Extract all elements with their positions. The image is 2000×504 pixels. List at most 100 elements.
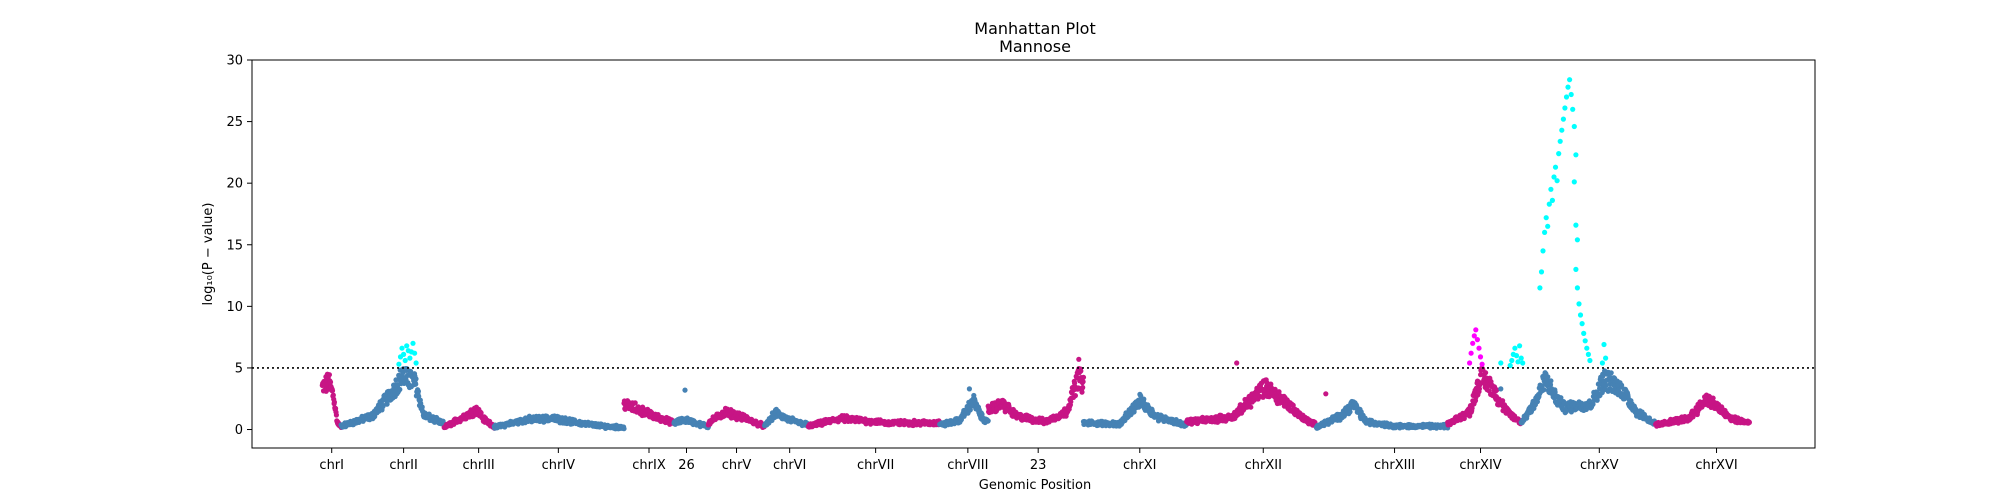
snp-point-seg1-194 [413, 376, 419, 382]
snp-point-seg14-127 [1494, 387, 1500, 393]
peak-point-0-3 [401, 351, 407, 357]
peak-point-4-14 [1559, 127, 1565, 133]
peak-point-2-2 [1470, 340, 1476, 346]
peak-point-0-11 [413, 360, 419, 366]
y-axis-label: log₁₀(P − value) [201, 203, 216, 306]
snp-point-seg15-197 [1594, 397, 1600, 403]
peak-point-3-5 [1515, 359, 1521, 365]
peak-point-3-4 [1513, 353, 1520, 359]
x-tick-label-chrIV: chrIV [542, 458, 576, 473]
snp-point-seg0-21 [327, 379, 334, 385]
y-tick-label-5: 5 [235, 361, 243, 376]
peak-point-4-7 [1548, 186, 1554, 192]
x-tick-label-chrVIII: chrVIII [947, 458, 988, 473]
y-tick-label-30: 30 [226, 54, 243, 69]
snp-point-seg0-18 [326, 372, 332, 378]
x-tick-label-chrXVI: chrXVI [1695, 458, 1737, 473]
x-tick-label-chrXIII: chrXIII [1374, 458, 1415, 473]
peak-point-1-1 [1234, 360, 1240, 366]
y-tick-label-0: 0 [235, 423, 243, 438]
snp-point-seg16-149 [1710, 395, 1716, 401]
peak-point-4-18 [1565, 84, 1571, 90]
x-axis-label: Genomic Position [979, 478, 1091, 493]
peak-point-4-1 [1538, 269, 1545, 275]
peak-point-4-11 [1554, 178, 1560, 184]
snp-point-seg10-240 [1078, 368, 1084, 374]
peak-point-0-5 [404, 343, 410, 349]
plot-area-frame [251, 59, 1816, 449]
snp-point-seg9-79 [967, 407, 973, 413]
peak-point-4-8 [1549, 197, 1555, 203]
peak-point-2-8 [1479, 361, 1485, 367]
peak-point-4-27 [1573, 266, 1579, 272]
peak-point-4-10 [1552, 164, 1559, 170]
snp-point-seg0-28 [330, 392, 336, 398]
y-tick-label-15: 15 [226, 238, 243, 253]
snp-point-seg11-156 [1141, 396, 1147, 402]
snp-point-seg0-26 [329, 388, 336, 394]
snp-point-seg1-119 [384, 401, 390, 407]
snp-point-seg15-76 [1547, 382, 1554, 388]
snp-point-seg10-247 [1080, 374, 1087, 380]
peak-point-4-13 [1557, 138, 1563, 144]
peak-point-4-15 [1560, 116, 1566, 122]
snp-point-seg1-152 [397, 386, 403, 393]
peak-point-0-10 [412, 350, 418, 356]
outlier-point-3 [1498, 386, 1504, 392]
peak-point-5-0 [1599, 360, 1605, 366]
peak-point-4-2 [1540, 248, 1546, 254]
x-tick-label-chrVI: chrVI [773, 458, 806, 473]
peak-point-0-0 [396, 361, 402, 367]
peak-point-4-3 [1542, 229, 1548, 235]
peak-point-2-4 [1473, 327, 1479, 333]
snp-point-seg0-31 [331, 399, 337, 405]
snp-point-seg4-29 [632, 400, 638, 406]
peak-point-2-7 [1477, 354, 1484, 360]
y-axis: 0 5 10 15 20 25 30 [226, 54, 252, 438]
peak-point-4-24 [1571, 179, 1577, 185]
snp-point-seg15-88 [1552, 389, 1558, 395]
peak-point-4-30 [1577, 312, 1584, 318]
peak-point-3-9 [1498, 360, 1504, 366]
peak-point-2-0 [1467, 360, 1473, 366]
peak-point-4-32 [1581, 330, 1587, 336]
snp-point-seg11-148 [1138, 393, 1144, 399]
x-tick-label-26: 26 [678, 458, 695, 473]
peak-point-4-23 [1573, 152, 1579, 158]
snp-point-seg1-180 [408, 368, 414, 374]
snp-point-seg14-98 [1483, 370, 1489, 376]
peak-point-4-34 [1584, 345, 1590, 351]
peak-point-0-4 [402, 357, 408, 364]
x-tick-label-chrXIV: chrXIV [1459, 458, 1501, 473]
peak-point-3-6 [1517, 343, 1523, 349]
snp-point-seg16-243 [1746, 419, 1752, 425]
outlier-point-0 [682, 387, 688, 393]
peak-point-5-2 [1603, 355, 1609, 361]
snp-point-seg14-57 [1467, 413, 1473, 419]
peak-point-3-3 [1512, 345, 1518, 351]
peak-point-4-5 [1545, 223, 1551, 229]
chart-subtitle: Mannose [999, 37, 1071, 56]
snp-point-seg15-77 [1548, 378, 1554, 384]
snp-point-seg1-210 [419, 404, 425, 410]
y-tick-label-25: 25 [226, 115, 243, 130]
x-tick-label-23: 23 [1030, 458, 1047, 473]
snp-point-seg10-243 [1079, 389, 1085, 395]
peak-point-4-28 [1574, 285, 1580, 291]
peak-point-3-7 [1518, 355, 1524, 361]
peak-point-4-33 [1582, 338, 1588, 344]
snp-point-seg15-233 [1608, 370, 1614, 376]
peak-point-4-12 [1556, 151, 1562, 157]
snp-point-seg14-82 [1476, 386, 1482, 392]
peak-point-5-1 [1601, 341, 1607, 348]
x-tick-label-chrII: chrII [389, 458, 417, 473]
snp-point-seg14-43 [1461, 415, 1467, 422]
snp-point-seg15-260 [1619, 382, 1625, 388]
peak-point-4-9 [1551, 174, 1557, 180]
snp-point-seg14-142 [1500, 398, 1506, 404]
snp-point-seg10-246 [1080, 379, 1086, 385]
peak-point-3-8 [1520, 360, 1526, 366]
peak-point-4-19 [1567, 77, 1573, 83]
snp-point-seg10-226 [1072, 393, 1078, 399]
peak-point-4-0 [1537, 285, 1543, 291]
